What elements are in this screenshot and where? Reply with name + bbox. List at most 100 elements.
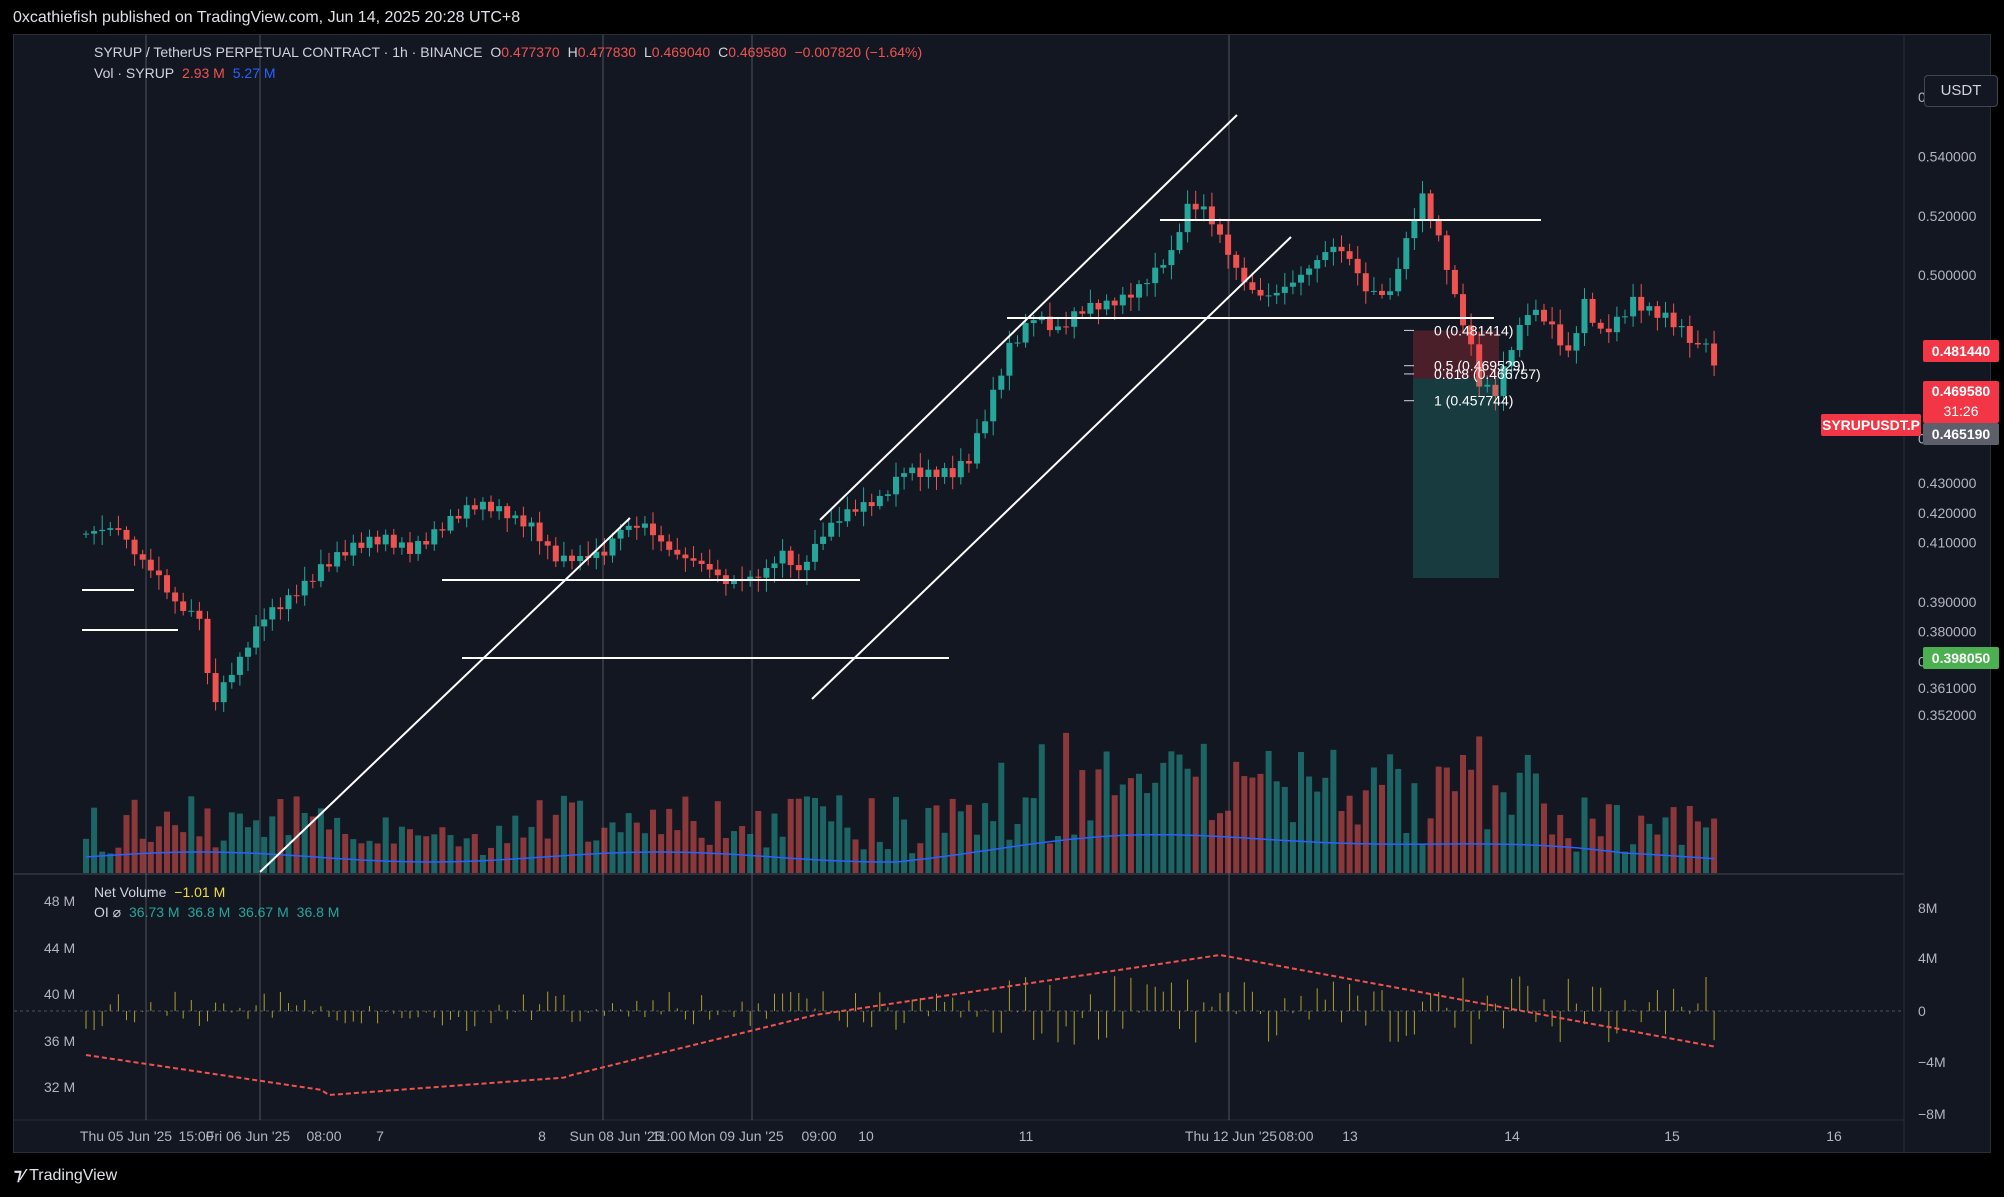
time-tick-label: 09:00 [801,1128,836,1144]
volume-bar [172,825,179,873]
candle [91,531,98,534]
price-tick-label: 0.420000 [1918,505,1977,521]
volume-bar [990,821,997,873]
candle [755,576,762,578]
candle [1686,326,1693,343]
candle [1460,294,1466,326]
oi-value-4: 36.8 M [296,904,340,920]
volume-bar [1435,766,1442,873]
currency-button[interactable]: USDT [1924,75,1998,107]
candle [1095,302,1102,310]
volume-bar [1597,836,1604,873]
volume-bar [91,807,98,873]
volume-bar [787,798,794,873]
volume-bar [609,822,616,873]
candle [358,542,365,548]
volume-bar [358,843,365,873]
volume-bar [909,853,916,873]
volume-bar [317,808,324,873]
candle [1176,232,1183,251]
volume-bar [1346,795,1353,873]
candle [398,542,405,548]
time-tick-label: 16 [1826,1128,1842,1144]
candle [334,552,341,567]
candle [326,564,332,567]
volume-bar [1208,820,1215,873]
volume-bar [731,831,737,873]
candle [1549,321,1556,325]
candle [99,529,106,532]
volume-bar [974,834,980,873]
volume-bar [1038,744,1045,873]
chart-frame[interactable]: 0.5600000.5400000.5200000.5000000.445000… [13,34,1999,1153]
long-position-target-zone [1413,378,1499,578]
volume-bar [1549,834,1556,873]
volume-bar [625,813,632,873]
volume-bar [155,826,162,873]
volume-bar [1694,821,1701,873]
volume-bar [965,804,972,873]
candle [868,502,875,507]
candle [382,534,389,545]
volume-bar [1289,822,1296,873]
net-volume-tick-label: 8M [1918,900,1937,916]
candle [1192,203,1199,210]
channel-lower [811,236,1292,700]
volume-bar [1046,843,1053,873]
last-price: 0.469580 [1931,383,1991,399]
candle [1613,316,1620,333]
candle [925,469,932,477]
bar-countdown: 31:26 [1943,403,1979,419]
candle [1541,309,1547,322]
candle [1014,342,1021,344]
volume-bar [1265,750,1272,873]
candle [658,535,665,542]
volume-bar [1127,778,1134,873]
time-tick-label: 11:00 [652,1128,686,1144]
candle [884,494,891,496]
candle [731,580,737,585]
volume-bar [1217,813,1223,873]
volume-bar [1257,773,1264,873]
volume-bar [650,809,656,873]
tv-icon: ⁊⁄ [14,1167,30,1184]
candle [998,375,1005,390]
candle [1306,268,1313,275]
volume-ma-value: 5.27 M [232,65,276,81]
candle [982,421,989,434]
candle [147,559,154,571]
volume-bar [382,817,389,873]
candle [1589,298,1596,323]
candle [123,529,130,540]
candle [909,467,916,474]
volume-bar [1646,823,1653,873]
candle [552,545,559,562]
candle [560,555,567,562]
candle [1694,342,1701,345]
fib-level-label: 0.5 (0.469529) [1434,358,1525,374]
candle [1630,296,1637,317]
net-volume-legend: Net Volume −1.01 M [94,884,229,900]
change-value: −0.007820 (−1.64%) [794,44,923,60]
volume-bar [690,821,697,873]
volume-bar [512,815,519,873]
candle [188,610,195,612]
candle [617,529,624,539]
candle [1144,283,1151,285]
volume-bar [277,799,284,873]
candle [139,554,146,560]
candle [706,564,713,570]
price-badge-level2: 0.465190 [1923,423,1999,445]
tradingview-logo[interactable]: ⁊⁄ TradingView [14,1165,117,1185]
candle [1565,345,1572,351]
volume-legend: Vol · SYRUP 2.93 M 5.27 M [94,65,280,81]
chart-canvas[interactable]: 0.5600000.5400000.5200000.5000000.445000… [14,35,1990,1152]
volume-bar [1557,814,1564,873]
high-label: H [567,44,578,60]
candle [1022,323,1029,343]
candle [1516,325,1523,351]
volume-bar [99,851,106,873]
candle [1670,312,1677,328]
candle [593,551,600,558]
candle [666,541,673,550]
